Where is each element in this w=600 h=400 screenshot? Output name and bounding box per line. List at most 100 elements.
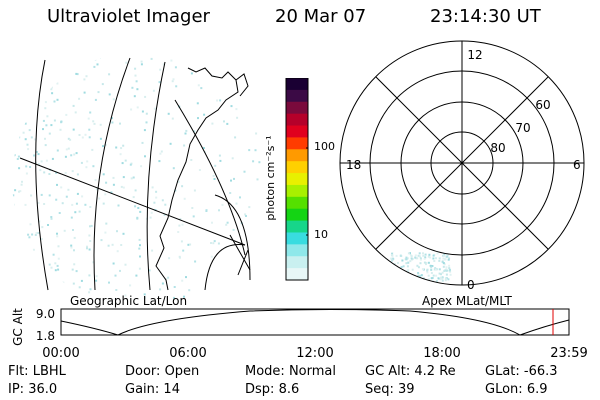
emission-pixel (423, 257, 426, 260)
emission-pixel (235, 108, 238, 111)
emission-pixel (445, 273, 448, 276)
emission-pixel (44, 78, 47, 81)
emission-pixel (447, 278, 450, 281)
emission-pixel (122, 232, 125, 235)
emission-pixel (43, 203, 46, 205)
time-label: 23:14:30 UT (430, 6, 541, 27)
emission-pixel (443, 255, 446, 258)
emission-pixel (418, 252, 421, 255)
emission-pixel (76, 192, 79, 195)
emission-pixel (75, 202, 78, 205)
emission-pixel (159, 288, 162, 291)
emission-pixel (448, 267, 451, 270)
emission-pixel (30, 257, 33, 260)
emission-pixel (400, 282, 403, 284)
emission-pixel (213, 178, 216, 180)
status-ip: IP: 36.0 (8, 382, 58, 397)
emission-pixel (133, 95, 136, 98)
emission-pixel (178, 255, 181, 258)
emission-pixel (140, 60, 143, 63)
emission-pixel (171, 80, 174, 83)
emission-pixel (191, 207, 194, 209)
emission-pixel (44, 107, 47, 110)
emission-pixel (18, 227, 21, 230)
emission-pixel (14, 114, 17, 117)
status-gc-alt: GC Alt: 4.2 Re (365, 364, 456, 379)
emission-pixel (419, 281, 421, 284)
emission-pixel (139, 255, 141, 258)
emission-pixel (89, 206, 92, 208)
emission-pixel (26, 54, 29, 57)
emission-pixel (107, 244, 110, 247)
emission-pixel (71, 203, 74, 206)
emission-pixel (188, 55, 191, 58)
emission-pixel (442, 265, 445, 268)
emission-pixel (402, 277, 405, 280)
emission-pixel (48, 132, 51, 135)
mlt-label-noon: 12 (467, 48, 482, 62)
emission-pixel (430, 277, 433, 280)
emission-pixel (444, 258, 446, 261)
mlt-label-midnight: 0 (467, 278, 475, 292)
emission-pixel (14, 189, 17, 192)
emission-pixel (110, 191, 113, 194)
emission-pixel (442, 257, 445, 260)
emission-pixel (55, 198, 58, 201)
emission-pixel (213, 74, 216, 76)
polar-plot: 12 18 6 0 60 70 80 (339, 40, 585, 292)
emission-pixel (390, 253, 393, 256)
emission-pixel (37, 201, 40, 204)
emission-pixel (230, 105, 233, 108)
emission-pixel (78, 286, 81, 289)
emission-pixel (78, 210, 81, 213)
emission-pixel (60, 121, 63, 124)
emission-pixel (184, 132, 187, 135)
emission-pixel (13, 75, 16, 78)
emission-pixel (40, 193, 43, 196)
emission-pixel (430, 266, 433, 269)
emission-pixel (56, 98, 59, 101)
emission-pixel (183, 197, 186, 200)
emission-pixel (155, 196, 158, 199)
emission-pixel (47, 224, 49, 226)
emission-pixel (230, 179, 232, 182)
emission-pixel (92, 261, 95, 264)
emission-pixel (76, 73, 79, 76)
emission-pixel (212, 242, 215, 245)
emission-pixel (202, 147, 205, 149)
emission-pixel (56, 149, 59, 152)
emission-pixel (441, 277, 444, 280)
emission-pixel (31, 233, 34, 236)
altitude-frame (60, 308, 570, 336)
emission-pixel (88, 234, 91, 237)
emission-pixel (153, 201, 156, 204)
emission-pixel (164, 203, 167, 206)
emission-pixel (102, 173, 105, 176)
emission-pixel (149, 216, 152, 219)
emission-pixel (441, 271, 444, 274)
emission-pixel (44, 144, 47, 147)
emission-pixel (205, 209, 208, 212)
emission-pixel (125, 61, 128, 64)
emission-pixel (421, 268, 424, 271)
emission-pixel (218, 209, 220, 212)
emission-pixel (104, 193, 107, 196)
geographic-map (12, 52, 264, 299)
emission-pixel (424, 256, 427, 259)
emission-pixel (124, 263, 127, 266)
emission-pixel (180, 240, 183, 243)
emission-pixel (19, 250, 22, 253)
emission-pixel (188, 289, 191, 292)
emission-pixel (444, 277, 447, 280)
emission-pixel (91, 148, 94, 151)
emission-pixel (67, 68, 70, 71)
emission-pixel (112, 183, 115, 186)
emission-pixel (417, 273, 420, 276)
color-band (286, 173, 308, 186)
emission-pixel (214, 164, 217, 167)
emission-pixel (183, 295, 185, 298)
emission-pixel (168, 257, 171, 260)
emission-pixel (41, 57, 44, 60)
emission-pixel (73, 263, 76, 266)
emission-pixel (120, 185, 123, 188)
